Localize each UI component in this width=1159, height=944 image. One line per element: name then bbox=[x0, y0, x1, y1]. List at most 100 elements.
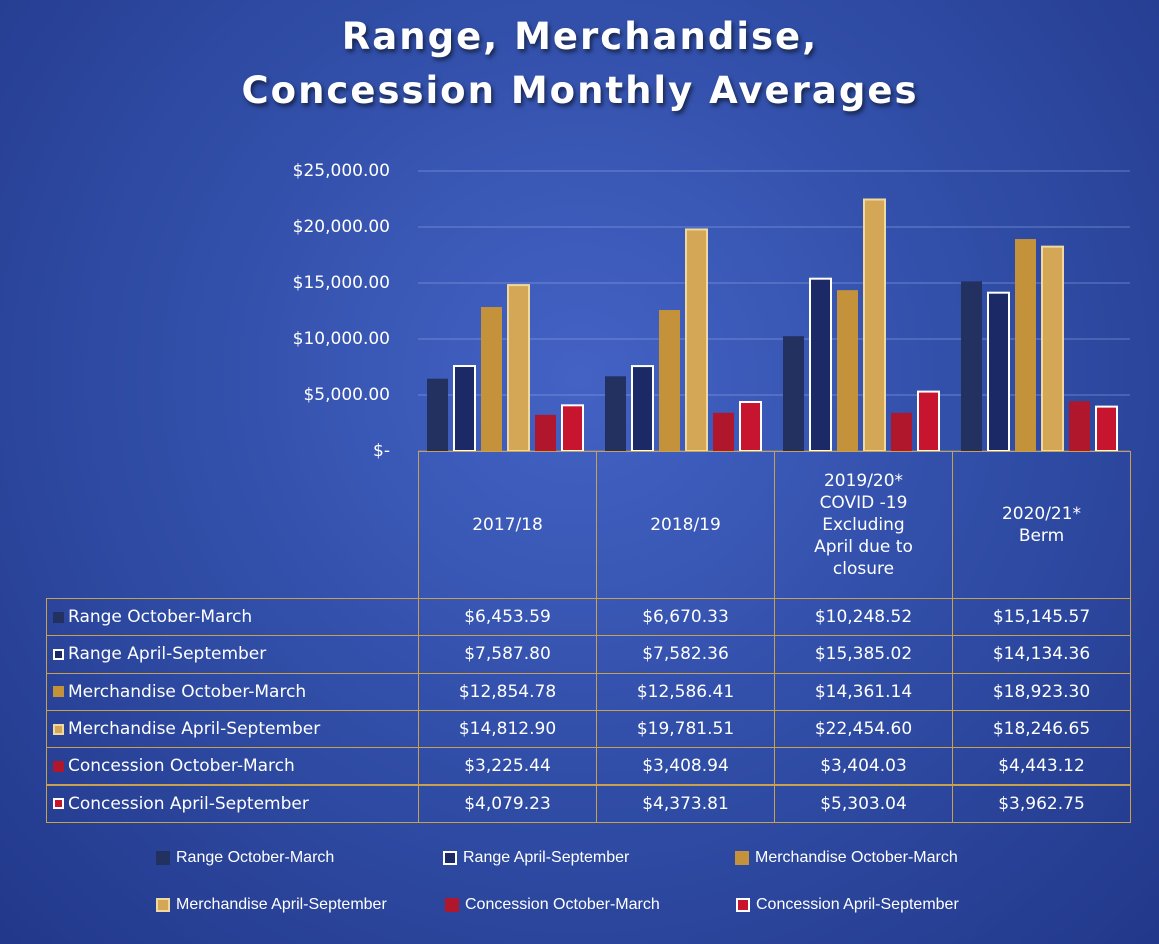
table-value: $7,587.80 bbox=[418, 635, 597, 674]
bar bbox=[1069, 401, 1090, 451]
bar bbox=[863, 198, 886, 452]
legend-label: Concession October-March bbox=[465, 896, 660, 913]
legend-swatch bbox=[445, 898, 459, 912]
legend-swatch bbox=[156, 851, 170, 865]
label: $3,404.03 bbox=[820, 756, 907, 777]
legend-item: Concession October-March bbox=[445, 894, 660, 916]
bar bbox=[535, 414, 556, 451]
table-value: $19,781.51 bbox=[596, 709, 775, 749]
legend-item: Range October-March bbox=[156, 847, 334, 869]
bar bbox=[809, 277, 832, 452]
x-tick-label: 2020/21* Berm bbox=[952, 451, 1131, 599]
label: Range October-March bbox=[68, 607, 253, 628]
label: $3,408.94 bbox=[642, 756, 729, 777]
bar bbox=[783, 336, 804, 451]
table-value: $12,854.78 bbox=[418, 672, 597, 711]
label: $5,303.04 bbox=[820, 793, 907, 814]
table-value: $14,812.90 bbox=[418, 709, 597, 749]
legend-swatch bbox=[156, 898, 170, 912]
table-row-name: Range April-September bbox=[46, 635, 419, 674]
table-value: $7,582.36 bbox=[596, 635, 775, 674]
label: $18,246.65 bbox=[992, 719, 1091, 740]
label: $7,587.80 bbox=[464, 644, 551, 665]
legend-swatch bbox=[53, 648, 64, 660]
label: $7,582.36 bbox=[642, 644, 729, 665]
table-value: $6,453.59 bbox=[418, 598, 597, 637]
label: Merchandise April-September bbox=[68, 719, 321, 740]
legend-label: Range October-March bbox=[176, 849, 335, 866]
bar bbox=[1095, 405, 1118, 452]
label: $19,781.51 bbox=[636, 719, 735, 740]
y-tick-label: $5,000.00 bbox=[303, 385, 390, 405]
table-row-name: Concession October-March bbox=[46, 747, 419, 786]
label: Merchandise October-March bbox=[68, 681, 307, 702]
table-row-name: Merchandise October-March bbox=[46, 672, 419, 711]
label: $4,443.12 bbox=[998, 756, 1085, 777]
label: $4,079.23 bbox=[464, 793, 551, 814]
label: $10,248.52 bbox=[814, 607, 913, 628]
legend-item: Range April-September bbox=[443, 847, 629, 869]
label: $6,453.59 bbox=[464, 607, 551, 628]
table-row-name: Merchandise April-September bbox=[46, 709, 419, 749]
bar bbox=[739, 401, 762, 453]
table-value: $18,923.30 bbox=[952, 672, 1131, 711]
label: $4,373.81 bbox=[642, 793, 729, 814]
bar bbox=[891, 412, 912, 451]
legend-swatch bbox=[53, 798, 64, 810]
bar bbox=[685, 228, 708, 452]
table-row-name: Concession April-September bbox=[46, 784, 419, 823]
bar bbox=[453, 365, 476, 452]
table-value: $3,404.03 bbox=[774, 747, 953, 786]
table-value: $22,454.60 bbox=[774, 709, 953, 749]
label: Concession April-September bbox=[68, 793, 309, 814]
label: $15,385.02 bbox=[814, 644, 913, 665]
label: $15,145.57 bbox=[992, 607, 1091, 628]
bar bbox=[631, 365, 654, 453]
label: 2017/18 bbox=[472, 515, 543, 535]
legend-item: Concession April-September bbox=[736, 894, 959, 916]
legend-label: Concession April-September bbox=[756, 896, 959, 913]
legend-swatch bbox=[443, 851, 457, 865]
label: $14,812.90 bbox=[458, 719, 557, 740]
bar bbox=[961, 281, 982, 451]
y-tick-label: $25,000.00 bbox=[293, 161, 390, 181]
legend-item: Merchandise October-March bbox=[735, 847, 958, 869]
bar bbox=[427, 378, 448, 451]
bar bbox=[659, 310, 680, 451]
table-value: $4,373.81 bbox=[596, 784, 775, 823]
label: $22,454.60 bbox=[814, 719, 913, 740]
bar bbox=[713, 412, 734, 451]
table-value: $15,145.57 bbox=[952, 598, 1131, 637]
bar bbox=[917, 390, 940, 453]
y-tick-label: $- bbox=[373, 441, 390, 461]
label: $12,854.78 bbox=[458, 681, 557, 702]
label: $12,586.41 bbox=[636, 681, 735, 702]
legend-swatch bbox=[53, 686, 64, 698]
legend-label: Merchandise October-March bbox=[755, 849, 958, 866]
bar bbox=[481, 307, 502, 451]
label: $14,361.14 bbox=[814, 681, 913, 702]
table-value: $14,134.36 bbox=[952, 635, 1131, 674]
legend-swatch bbox=[53, 723, 64, 735]
legend-label: Merchandise April-September bbox=[176, 896, 387, 913]
table-value: $6,670.33 bbox=[596, 598, 775, 637]
table-value: $3,962.75 bbox=[952, 784, 1131, 823]
bar bbox=[987, 291, 1010, 452]
label: Concession October-March bbox=[68, 756, 295, 777]
x-tick-label: 2018/19 bbox=[596, 451, 775, 599]
bar bbox=[605, 376, 626, 451]
table-value: $3,408.94 bbox=[596, 747, 775, 786]
legend-swatch bbox=[53, 611, 64, 623]
legend-label: Range April-September bbox=[463, 849, 630, 866]
table-value: $18,246.65 bbox=[952, 709, 1131, 749]
label: $18,923.30 bbox=[992, 681, 1091, 702]
label: $6,670.33 bbox=[642, 607, 729, 628]
bar bbox=[561, 404, 584, 452]
legend-swatch bbox=[736, 898, 750, 912]
bar bbox=[837, 290, 858, 451]
bar bbox=[1041, 245, 1064, 452]
table-value: $15,385.02 bbox=[774, 635, 953, 674]
table-value: $14,361.14 bbox=[774, 672, 953, 711]
